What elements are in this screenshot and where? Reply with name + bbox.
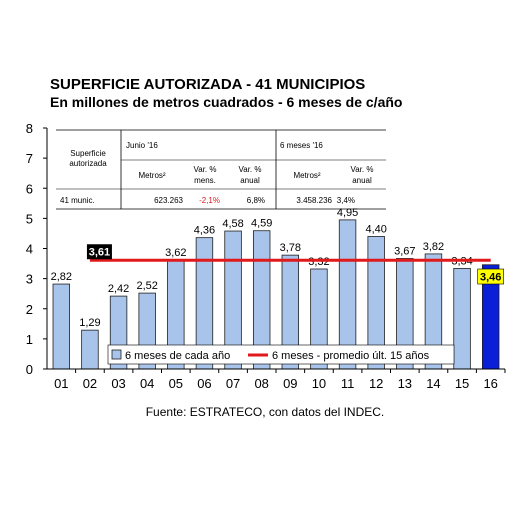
legend-swatch-bars [111,349,122,360]
average-line-group: 3,61 [86,244,491,262]
y-axis: 0 1 2 3 4 5 6 7 8 [26,121,48,377]
table-col-var-anual-l2: anual [240,176,260,185]
highlight-label-box [477,268,504,285]
x-tick-label: 12 [369,376,383,391]
y-tick-label: 2 [26,302,33,317]
x-tick-label: 16 [483,376,497,391]
table-value-metros2: 3.458.236 [296,196,332,205]
data-label: 4,40 [365,223,386,235]
source-note: Fuente: ESTRATECO, con datos del INDEC. [145,405,385,419]
x-tick-label: 04 [140,376,154,391]
table-col-var-anual2-l2: anual [352,176,372,185]
x-tick-label: 01 [54,376,68,391]
data-label: 4,58 [222,218,243,230]
x-tick-label: 15 [455,376,469,391]
average-label: 3,61 [89,247,110,259]
table-row-label: 41 munic. [60,196,95,205]
y-tick-label: 6 [26,181,33,196]
y-tick-label: 3 [26,272,33,287]
table-col-metros: Metros² [138,171,165,180]
data-label: 3,46 [480,272,501,284]
data-label: 2,52 [136,280,157,292]
data-label: 3,32 [308,256,329,268]
table-col-var-anual-l1: Var. % [239,165,262,174]
table-col-var-mens-l1: Var. % [194,165,217,174]
bar-15 [453,267,471,370]
legend-label-line: 6 meses - promedio últ. 15 años [272,350,430,362]
x-tick-label: 09 [283,376,297,391]
summary-table: Superficie autorizada Junio '16 6 meses … [56,129,386,210]
x-tick-label: 08 [254,376,268,391]
x-tick-label: 05 [169,376,183,391]
data-label: 1,29 [79,317,100,329]
table-col-metros2: Metros² [293,171,320,180]
x-tick-label: 10 [312,376,326,391]
table-value-var-mens: -2,1% [199,196,220,205]
data-label: 2,42 [108,283,129,295]
y-tick-label: 4 [26,242,33,257]
table-value-var-anual: 6,8% [247,196,265,205]
average-label-box [86,244,112,260]
x-tick-label: 06 [197,376,211,391]
data-label: 4,36 [194,225,215,237]
y-tick-label: 7 [26,151,33,166]
y-tick-label: 5 [26,211,33,226]
data-label: 3,62 [165,247,186,259]
table-row-header-line2: autorizada [69,159,107,168]
data-label: 4,95 [337,207,358,219]
table-group2: 6 meses '16 [280,141,323,150]
chart-title: SUPERFICIE AUTORIZADA - 41 MUNICIPIOS [50,76,366,93]
x-tick-label: 03 [111,376,125,391]
data-label: 4,59 [251,218,272,230]
data-label: 3,67 [394,245,415,257]
table-col-var-mens-l2: mens. [194,176,216,185]
data-label: 2,82 [51,271,72,283]
table-col-var-anual2-l1: Var. % [351,165,374,174]
table-value-metros: 623.263 [154,196,183,205]
x-tick-label: 13 [398,376,412,391]
bars [52,219,500,370]
legend: 6 meses de cada año 6 meses - promedio ú… [107,344,455,365]
x-tick-label: 11 [341,376,355,391]
bar-01 [52,283,71,370]
y-tick-label: 0 [26,362,33,377]
table-row-header-line1: Superficie [70,149,106,158]
y-tick-label: 8 [26,121,33,136]
x-tick-label: 07 [226,376,240,391]
legend-label-bars: 6 meses de cada año [125,350,230,362]
chart-subtitle: En millones de metros cuadrados - 6 mese… [50,94,403,110]
x-tick-label: 02 [83,376,97,391]
x-tick-label: 14 [426,376,440,391]
bar-02 [81,329,99,370]
data-label: 3,78 [280,242,301,254]
y-tick-label: 1 [26,332,33,347]
table-value-var-anual2: 3,4% [337,196,355,205]
data-label: 3,82 [423,241,444,253]
table-group1: Junio '16 [126,141,158,150]
x-axis: 01 02 03 04 05 06 07 08 09 10 11 12 13 14 15 16 [47,368,506,391]
